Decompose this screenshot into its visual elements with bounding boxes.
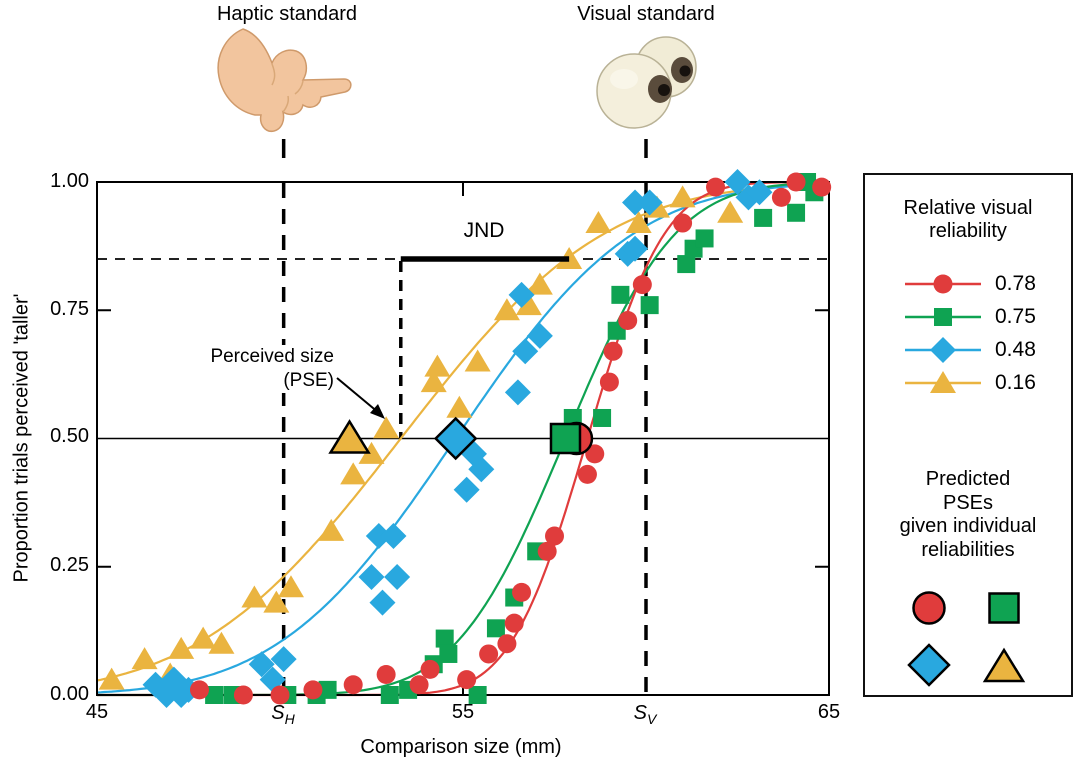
predicted-pse-0.75: [549, 422, 582, 455]
x-tick-45: 45: [85, 701, 109, 723]
points-0.16: [98, 185, 744, 690]
perceived-size-line2: (PSE): [283, 370, 334, 391]
legend-item-0.78: 0.78: [865, 271, 1071, 297]
legend-marker-diamond: [905, 337, 981, 363]
hand-icon: [217, 28, 352, 133]
predicted-pse-0.48: [433, 416, 478, 461]
x-axis-title: Comparison size (mm): [360, 736, 562, 758]
x-tick-visual-standard: SV: [633, 702, 657, 727]
y-axis-title: Proportion trials perceived 'taller': [10, 293, 33, 583]
x-tick-55: 55: [451, 701, 475, 723]
predicted-pse-0.16: [328, 419, 371, 454]
x-tick-haptic-standard: SH: [271, 702, 295, 727]
legend-item-0.75: 0.75: [865, 304, 1071, 330]
legend-title: Relative visual reliability: [903, 197, 1033, 242]
legend-item-0.48: 0.48: [865, 337, 1071, 363]
predicted-pse-title: Predicted PSEs given individual reliabil…: [899, 468, 1037, 561]
y-tick-0.75: 0.75: [50, 298, 89, 320]
legend-box: Relative visual reliability 0.78 0.75 0.…: [863, 173, 1073, 697]
perceived-size-line1: Perceived size: [210, 346, 334, 367]
pse-arrow: [336, 377, 380, 414]
jnd-label: JND: [463, 219, 505, 242]
legend-marker-square: [905, 308, 981, 326]
predicted-pse-markers: [907, 591, 1026, 687]
eyes-icon: [596, 36, 697, 129]
curve-0.16: [96, 182, 830, 682]
y-tick-0.50: 0.50: [50, 425, 89, 447]
points-0.48: [142, 169, 773, 708]
perceived-size-annotation: Perceived size (PSE): [174, 345, 334, 393]
visual-standard-label: Visual standard: [577, 3, 715, 25]
y-tick-0.25: 0.25: [50, 554, 89, 576]
legend-item-0.16: 0.16: [865, 370, 1071, 396]
legend-marker-circle: [905, 274, 981, 294]
haptic-standard-label: Haptic standard: [216, 3, 358, 25]
y-tick-1.00: 1.00: [50, 170, 89, 192]
pse-arrow-head: [370, 404, 385, 419]
y-tick-0.00: 0.00: [50, 683, 89, 705]
x-tick-65: 65: [817, 701, 841, 723]
legend-marker-triangle: [905, 371, 981, 393]
points-0.78: [189, 172, 832, 705]
